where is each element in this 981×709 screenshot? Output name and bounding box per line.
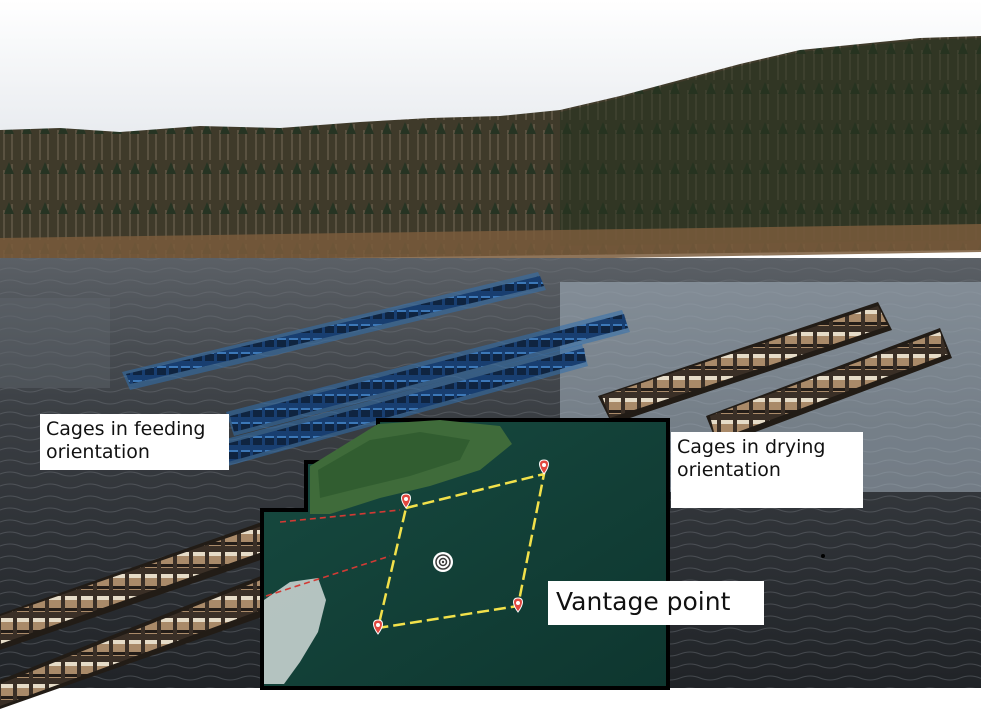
map-pin-icon	[513, 597, 523, 613]
target-icon	[433, 552, 453, 572]
drying-cage-row-1	[598, 302, 892, 424]
vantage-point-label: Vantage point	[548, 581, 764, 625]
drying-cage-row-3	[0, 522, 272, 650]
shore-bank	[0, 224, 981, 268]
map-lease-line	[265, 555, 391, 597]
drying-cage-row-4	[0, 574, 276, 709]
feeding-cage-row-3	[222, 344, 588, 466]
pine-stand	[560, 38, 981, 246]
water-speck	[821, 554, 825, 558]
drying-orientation-label: Cages in drying orientation	[671, 432, 863, 508]
bottom-margin	[0, 688, 981, 709]
feeding-orientation-label: Cages in feeding orientation	[40, 414, 229, 470]
map-shoal	[264, 578, 326, 684]
satellite-map-inset	[260, 418, 670, 690]
feeding-cage-row-2	[226, 310, 630, 436]
map-pin-icon	[401, 493, 411, 509]
map-pin-icon	[539, 459, 549, 475]
map-lease-line-2	[279, 509, 401, 523]
feeding-cage-row-1	[122, 272, 546, 390]
map-tree-canopy	[318, 432, 470, 498]
drying-cage-row-2	[706, 328, 952, 446]
water-patch	[0, 298, 110, 388]
map-pin-icon	[373, 619, 383, 635]
